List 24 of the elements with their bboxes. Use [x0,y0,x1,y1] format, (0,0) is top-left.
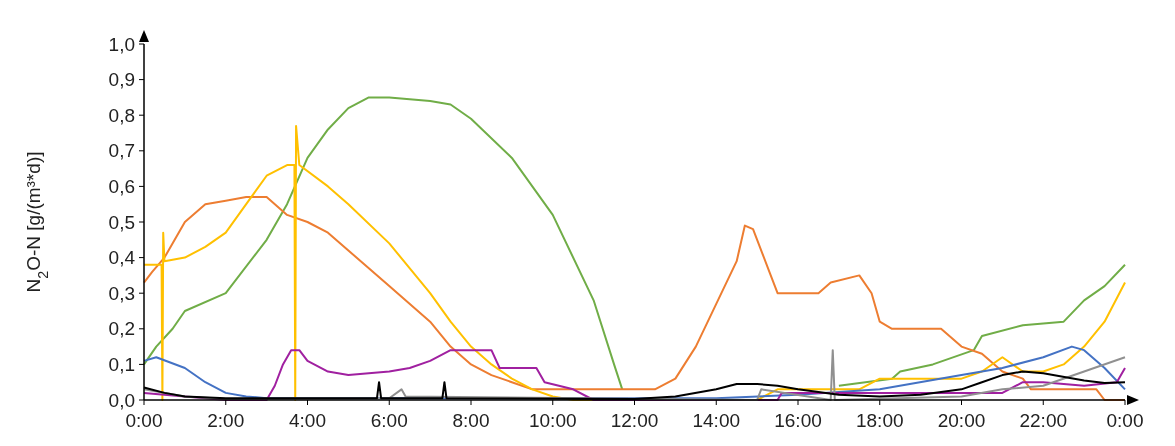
y-tick-label: 0,4 [108,247,136,269]
y-tick-label: 1,0 [108,33,135,55]
y-tick-label: 0,8 [108,104,135,126]
y-tick-label: 0,7 [108,140,135,162]
x-tick-label: 8:00 [452,410,490,431]
y-tick-label: 0,5 [108,211,135,233]
y-tick-label: 0,2 [108,318,135,340]
y-tick-label: 0,9 [108,69,135,91]
x-tick-label: 12:00 [610,410,659,431]
x-tick-label: 18:00 [855,410,904,431]
x-tick-label: 0:00 [125,410,163,431]
y-tick-label: 0,6 [108,176,135,198]
y-tick-label: 0,3 [108,282,135,304]
x-tick-label: 10:00 [528,410,577,431]
x-tick-label: 0:00 [1106,410,1144,431]
x-tick-label: 6:00 [370,410,408,431]
x-tick-label: 20:00 [937,410,986,431]
x-tick-label: 14:00 [692,410,741,431]
x-tick-label: 16:00 [774,410,822,431]
x-tick-label: 2:00 [207,410,245,431]
x-tick-label: 22:00 [1019,410,1068,431]
y-tick-label: 0,0 [108,389,135,411]
x-tick-label: 4:00 [289,410,326,431]
y-tick-label: 0,1 [108,354,135,376]
